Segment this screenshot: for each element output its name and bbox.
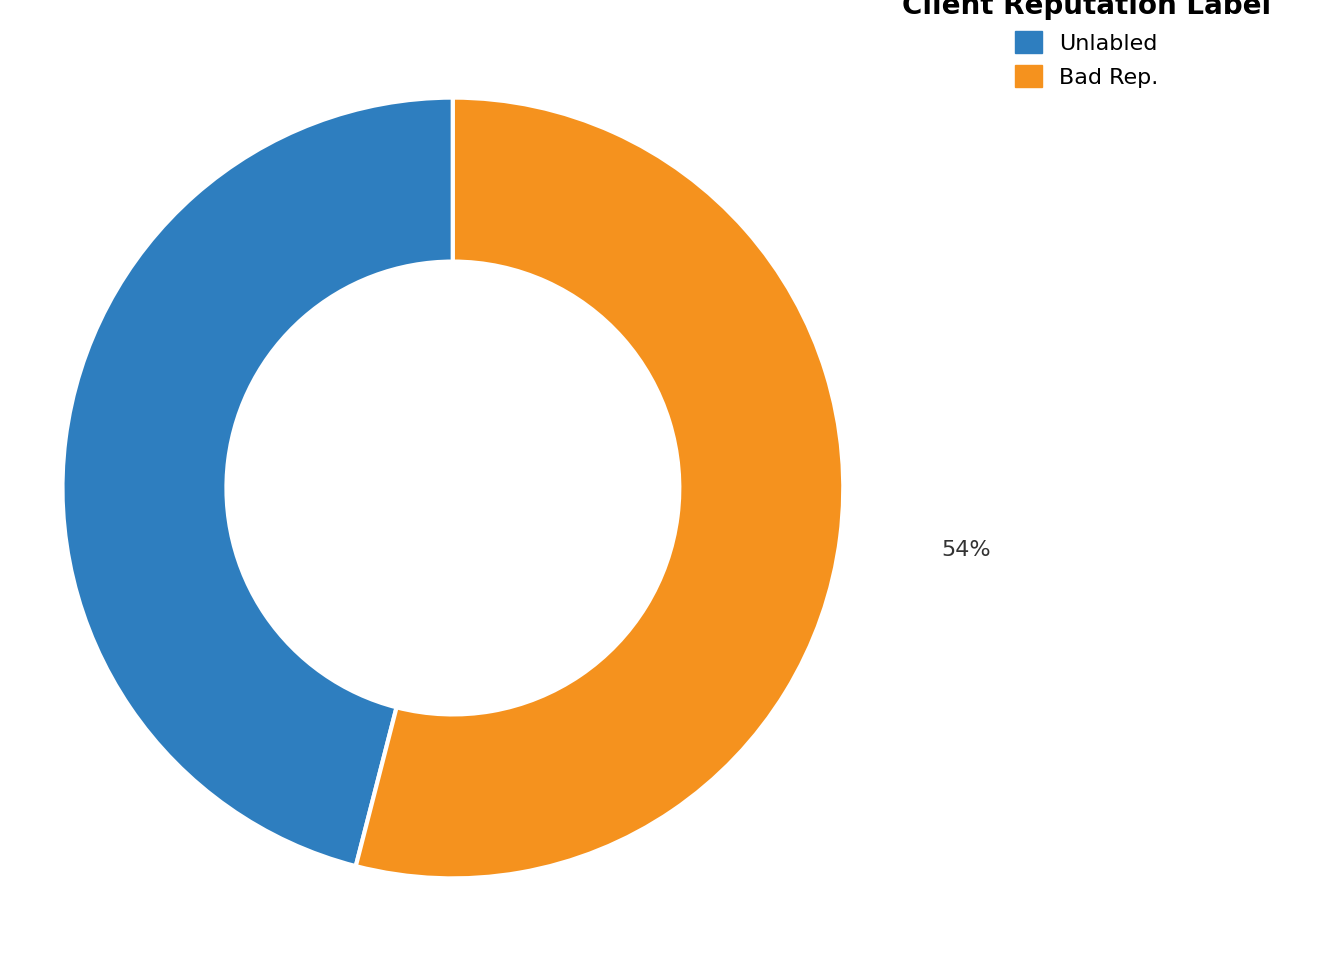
Wedge shape <box>356 98 843 878</box>
Wedge shape <box>63 98 453 866</box>
Legend: Unlabled, Bad Rep.: Unlabled, Bad Rep. <box>902 0 1271 88</box>
Text: 54%: 54% <box>940 540 991 559</box>
